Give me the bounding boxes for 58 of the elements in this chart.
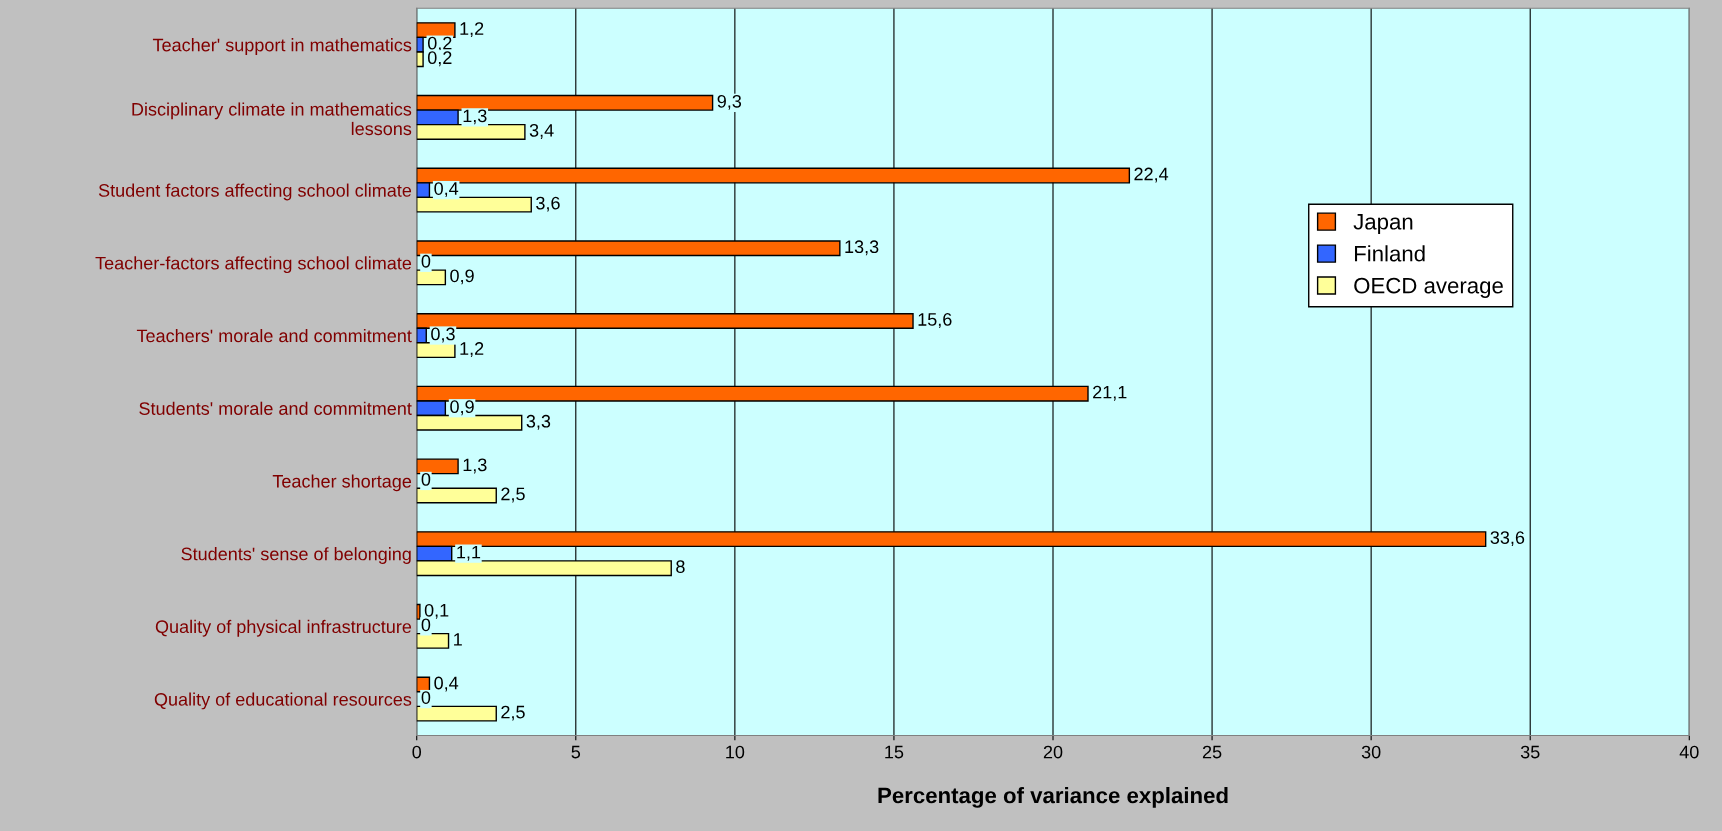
x-axis-title: Percentage of variance explained	[878, 786, 1228, 808]
data-label: 1,2	[460, 22, 484, 38]
x-tick-label: 40	[1679, 745, 1699, 759]
y-tick-label: Teacher shortage	[272, 474, 412, 492]
bar	[416, 487, 497, 504]
y-tick-label: Teacher-factors affecting school climate	[95, 256, 412, 274]
data-label: 0,3	[431, 327, 455, 343]
data-label: 0,2	[427, 51, 452, 67]
x-tick-label: 10	[726, 745, 745, 759]
x-tick-label: 5	[571, 745, 581, 759]
x-tick-label: 25	[1202, 745, 1222, 759]
y-tick-label: Quality of educational resources	[154, 692, 412, 710]
y-tick-label: Students' morale and commitment	[139, 401, 412, 415]
data-label: 1	[454, 633, 462, 646]
x-tick-label: 30	[1361, 745, 1381, 759]
data-label: 9,3	[717, 94, 742, 110]
data-label: 0,4	[434, 182, 459, 198]
data-label: 3,3	[526, 414, 551, 430]
bar	[416, 705, 497, 722]
data-label: 2,5	[501, 487, 525, 503]
data-label: 2,5	[501, 705, 525, 721]
data-label: 0	[421, 691, 431, 704]
y-tick-label: Quality of physical infrastructure	[155, 619, 412, 637]
x-tick-label: 0	[412, 745, 422, 759]
bar	[416, 603, 421, 620]
data-label: 0,9	[450, 400, 474, 416]
y-tick-label: Disciplinary climate in mathematics lessons	[132, 102, 412, 136]
data-label: 21,1	[1093, 385, 1127, 401]
data-label: 0	[421, 618, 431, 632]
data-label: 0,2	[427, 36, 452, 52]
y-tick-label: Teacher' support in mathematics	[152, 38, 412, 55]
data-label: 3,4	[529, 123, 554, 139]
data-label: 8	[676, 560, 685, 574]
data-label: 0,4	[434, 676, 459, 692]
x-tick-label: 20	[1043, 745, 1063, 759]
data-label: 3,6	[536, 196, 560, 212]
y-tick-label: Student factors affecting school climate	[98, 183, 412, 201]
data-label: 22,4	[1134, 167, 1169, 183]
x-tick-label: 15	[885, 745, 904, 759]
legend-label: OECD average	[1354, 277, 1503, 298]
data-label: 1,3	[463, 109, 487, 125]
data-label: 0,9	[450, 269, 474, 285]
data-label: 0,1	[424, 603, 449, 619]
legend-label: Finland	[1355, 245, 1425, 262]
y-tick-label: Students' sense of belonging	[181, 547, 411, 564]
data-label: 1,2	[460, 342, 484, 358]
legend-label: Japan	[1353, 214, 1413, 234]
data-label: 13,3	[845, 240, 879, 256]
x-tick-label: 35	[1520, 745, 1540, 759]
data-label: 33,6	[1490, 531, 1525, 547]
bar	[416, 269, 447, 286]
data-label: 1,3	[463, 458, 487, 474]
data-label: 1,1	[457, 545, 481, 561]
bar	[416, 458, 459, 475]
data-label: 15,6	[918, 313, 952, 328]
data-label: 0	[421, 254, 431, 268]
data-label: 0	[421, 473, 431, 486]
y-tick-label: Teachers' morale and commitment	[136, 328, 412, 343]
